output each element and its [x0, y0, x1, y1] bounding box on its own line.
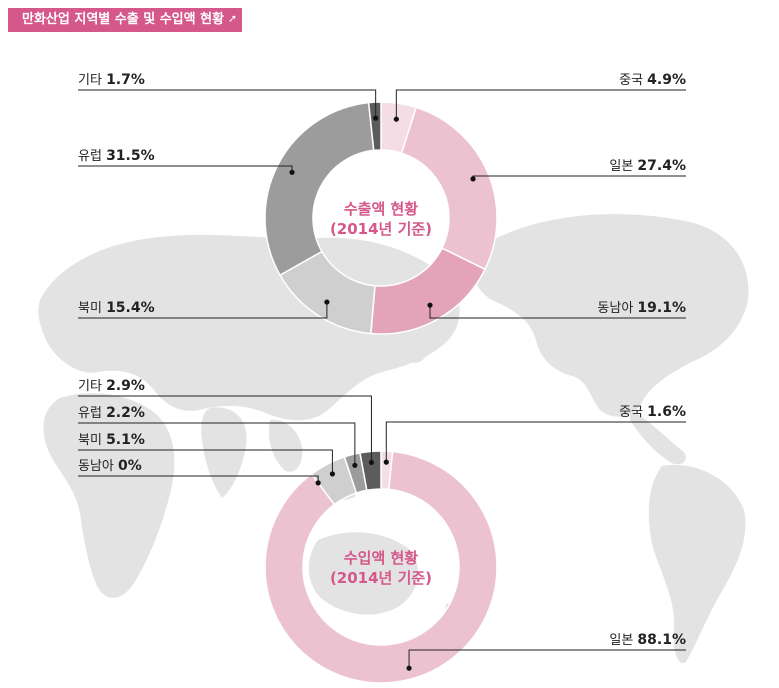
map-south-america — [648, 464, 746, 664]
import-label-name-3: 북미 — [78, 433, 106, 448]
export-label-3: 북미 15.4% — [78, 300, 155, 316]
export-label-value-1: 27.4% — [637, 158, 686, 174]
export-label-name-0: 중국 — [619, 73, 647, 88]
title-tick-icon: ➚ — [227, 12, 238, 25]
export-leader-0 — [393, 89, 686, 122]
import-label-name-0: 중국 — [619, 405, 647, 420]
import-label-value-4: 2.2% — [106, 405, 145, 421]
export-label-value-0: 4.9% — [647, 72, 686, 88]
import-leader-5 — [78, 395, 375, 466]
import-label-0: 중국 1.6% — [619, 404, 686, 420]
map-japan — [410, 321, 434, 363]
import-label-1: 일본 88.1% — [609, 632, 686, 648]
import-label-4: 유럽 2.2% — [78, 405, 145, 421]
chart-title-text: 만화산업 지역별 수출 및 수입액 현황 — [22, 12, 225, 27]
export-label-value-3: 15.4% — [106, 300, 155, 316]
map-southeast-asia — [268, 419, 303, 472]
import-leader-3 — [78, 449, 336, 477]
export-label-name-1: 일본 — [609, 159, 637, 174]
import-center-label-0: 수입액 현황 — [344, 549, 418, 567]
donut-export: 중국 4.9% 일본 27.4% 동남아 19.1% 북미 15.4% 유럽 31.5%… — [78, 72, 686, 335]
export-label-name-5: 기타 — [78, 73, 106, 88]
export-center-label-0: 수출액 현황 — [344, 200, 418, 218]
map-australia — [308, 532, 419, 615]
export-slice-5 — [367, 101, 382, 152]
import-leader-0 — [383, 421, 686, 465]
map-central-america — [630, 410, 686, 465]
import-leader-1 — [406, 649, 686, 671]
import-label-name-2: 동남아 — [78, 459, 118, 474]
import-label-name-5: 기타 — [78, 379, 106, 394]
export-label-4: 유럽 31.5% — [78, 148, 155, 164]
export-leader-5 — [78, 89, 379, 121]
import-label-5: 기타 2.9% — [78, 378, 145, 394]
export-leader-3 — [78, 299, 330, 319]
export-label-value-2: 19.1% — [637, 300, 686, 316]
import-leader-2 — [78, 475, 321, 486]
import-label-value-0: 1.6% — [647, 404, 686, 420]
export-label-2: 동남아 19.1% — [597, 300, 686, 316]
import-slice-1 — [264, 450, 498, 684]
import-label-3: 북미 5.1% — [78, 432, 145, 448]
export-leader-2 — [427, 302, 686, 319]
import-label-value-2: 0% — [118, 458, 142, 474]
map-africa — [43, 393, 175, 598]
export-leader-1 — [470, 175, 686, 182]
export-label-5: 기타 1.7% — [78, 72, 145, 88]
import-center-label-1: (2014년 기준) — [330, 569, 432, 587]
export-label-value-5: 1.7% — [106, 72, 145, 88]
import-label-2: 동남아 0% — [78, 458, 142, 474]
import-label-name-1: 일본 — [609, 633, 637, 648]
import-label-value-5: 2.9% — [106, 378, 145, 394]
import-label-value-1: 88.1% — [637, 632, 686, 648]
import-slice-5 — [359, 450, 382, 492]
export-label-1: 일본 27.4% — [609, 158, 686, 174]
export-center-label-1: (2014년 기준) — [330, 220, 432, 238]
import-label-name-4: 유럽 — [78, 406, 106, 421]
export-label-0: 중국 4.9% — [619, 72, 686, 88]
map-india — [201, 407, 247, 498]
chart-title: 만화산업 지역별 수출 및 수입액 현황 ➚ — [8, 8, 243, 32]
export-label-name-2: 동남아 — [597, 301, 637, 316]
export-label-value-4: 31.5% — [106, 148, 155, 164]
export-slice-4 — [264, 101, 375, 277]
map-greenland — [559, 226, 642, 274]
export-leader-4 — [78, 165, 295, 175]
world-map-background — [38, 214, 749, 664]
map-north-america — [469, 214, 749, 417]
export-label-name-3: 북미 — [78, 301, 106, 316]
export-slice-1 — [400, 106, 498, 271]
export-label-name-4: 유럽 — [78, 149, 106, 164]
import-leader-4 — [78, 422, 358, 468]
import-label-value-3: 5.1% — [106, 432, 145, 448]
donut-import: 중국 1.6%일본 88.1%동남아 0%북미 5.1%유럽 2.2%기타 2.… — [78, 378, 686, 684]
